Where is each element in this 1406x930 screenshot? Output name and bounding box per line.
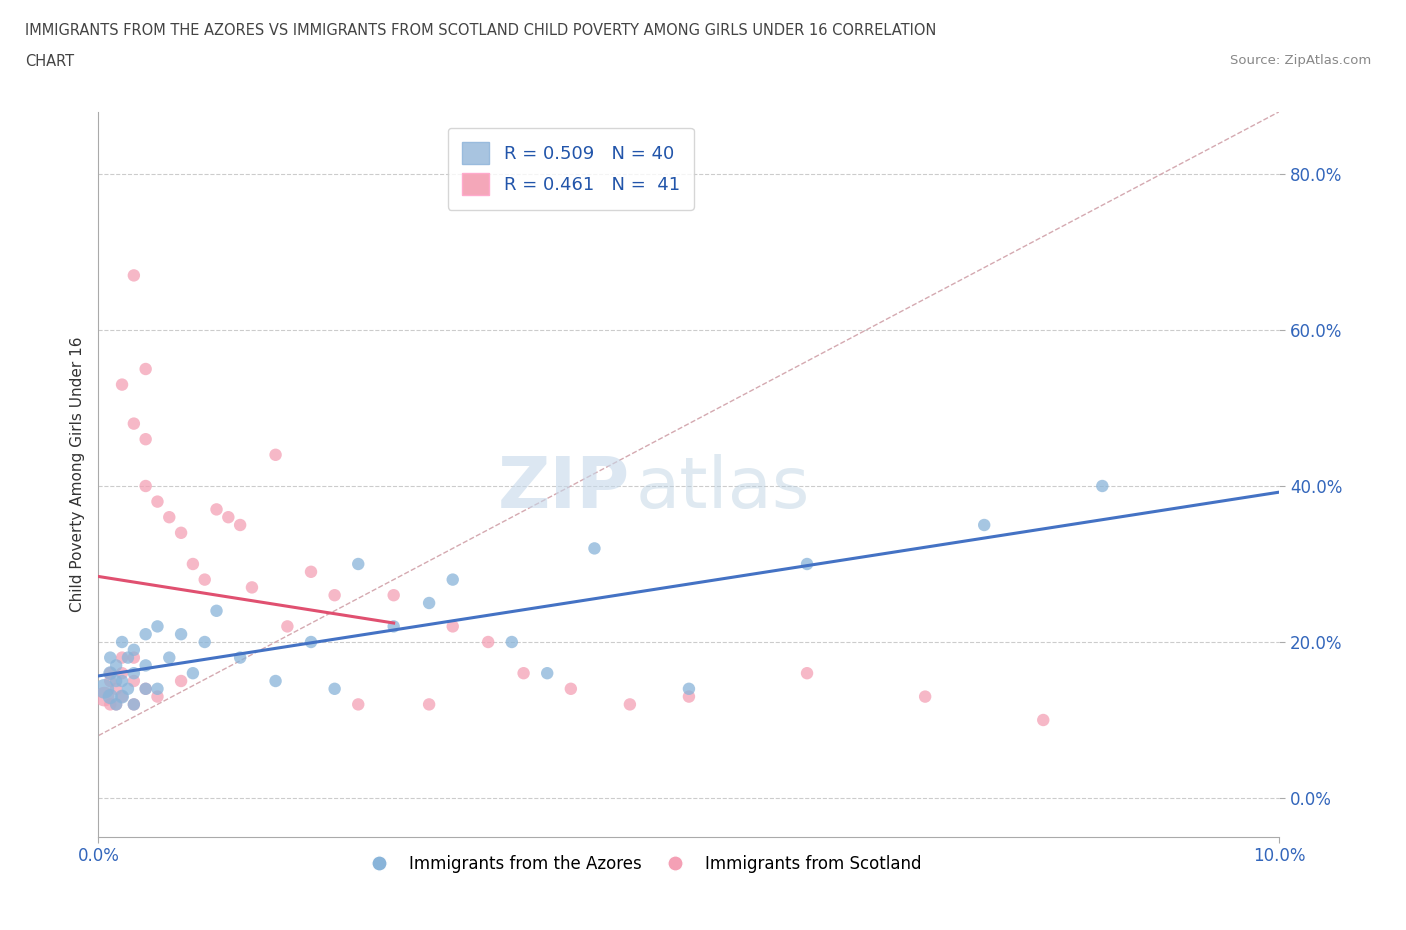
Point <box>205 502 228 517</box>
Point <box>678 689 700 704</box>
Point <box>98 666 121 681</box>
Point <box>105 682 128 697</box>
Point <box>146 682 169 697</box>
Point <box>135 627 157 642</box>
Point <box>170 673 193 688</box>
Point <box>477 634 499 649</box>
Point <box>135 682 157 697</box>
Point <box>619 697 641 711</box>
Point <box>122 697 145 711</box>
Point <box>323 682 346 697</box>
Point <box>181 666 204 681</box>
Point <box>170 627 193 642</box>
Point <box>111 689 134 704</box>
Point <box>117 682 139 697</box>
Point <box>441 572 464 587</box>
Point <box>122 268 145 283</box>
Point <box>512 666 534 681</box>
Point <box>105 697 128 711</box>
Point <box>105 658 128 672</box>
Point <box>111 634 134 649</box>
Point <box>135 432 157 446</box>
Point <box>418 697 440 711</box>
Point <box>181 556 204 571</box>
Text: ZIP: ZIP <box>498 455 630 524</box>
Point <box>347 556 370 571</box>
Text: Source: ZipAtlas.com: Source: ZipAtlas.com <box>1230 54 1371 67</box>
Point <box>135 362 157 377</box>
Point <box>111 666 134 681</box>
Point <box>796 556 818 571</box>
Point <box>111 650 134 665</box>
Point <box>914 689 936 704</box>
Text: IMMIGRANTS FROM THE AZORES VS IMMIGRANTS FROM SCOTLAND CHILD POVERTY AMONG GIRLS: IMMIGRANTS FROM THE AZORES VS IMMIGRANTS… <box>25 23 936 38</box>
Point <box>382 588 405 603</box>
Point <box>98 666 121 681</box>
Point <box>678 682 700 697</box>
Point <box>135 658 157 672</box>
Point <box>135 682 157 697</box>
Point <box>441 619 464 634</box>
Point <box>105 697 128 711</box>
Point <box>98 689 121 704</box>
Point <box>323 588 346 603</box>
Point <box>146 689 169 704</box>
Point <box>98 697 121 711</box>
Legend: Immigrants from the Azores, Immigrants from Scotland: Immigrants from the Azores, Immigrants f… <box>356 848 928 880</box>
Point <box>170 525 193 540</box>
Point <box>98 650 121 665</box>
Point <box>240 580 263 595</box>
Text: atlas: atlas <box>636 455 810 524</box>
Point <box>146 619 169 634</box>
Point <box>973 518 995 533</box>
Point <box>217 510 239 525</box>
Point <box>146 494 169 509</box>
Point <box>1091 479 1114 494</box>
Point <box>93 689 115 704</box>
Point <box>122 643 145 658</box>
Point <box>194 572 217 587</box>
Point <box>105 673 128 688</box>
Point <box>229 518 252 533</box>
Point <box>194 634 217 649</box>
Point <box>122 673 145 688</box>
Point <box>536 666 558 681</box>
Point <box>560 682 582 697</box>
Point <box>299 565 322 579</box>
Point <box>117 650 139 665</box>
Point <box>122 650 145 665</box>
Point <box>157 650 180 665</box>
Text: CHART: CHART <box>25 54 75 69</box>
Point <box>583 541 606 556</box>
Point <box>347 697 370 711</box>
Point <box>111 689 134 704</box>
Point <box>98 673 121 688</box>
Point <box>111 378 134 392</box>
Point <box>264 673 287 688</box>
Point <box>122 697 145 711</box>
Point <box>501 634 523 649</box>
Point <box>205 604 228 618</box>
Point <box>93 682 115 697</box>
Point <box>299 634 322 649</box>
Point <box>276 619 298 634</box>
Point <box>229 650 252 665</box>
Point <box>1032 712 1054 727</box>
Point <box>382 619 405 634</box>
Point <box>796 666 818 681</box>
Y-axis label: Child Poverty Among Girls Under 16: Child Poverty Among Girls Under 16 <box>69 337 84 612</box>
Point <box>135 479 157 494</box>
Point <box>157 510 180 525</box>
Point <box>122 666 145 681</box>
Point <box>122 416 145 431</box>
Point <box>418 595 440 610</box>
Point <box>111 673 134 688</box>
Point <box>264 447 287 462</box>
